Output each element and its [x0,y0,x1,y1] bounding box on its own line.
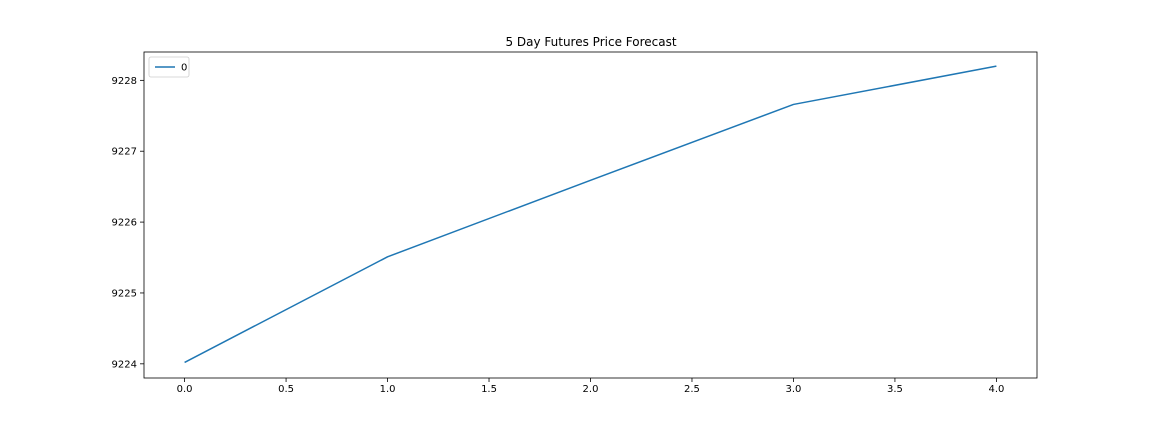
x-axis: 0.0 0.5 1.0 1.5 2.0 2.5 3.0 3.5 4.0 [177,378,1004,395]
y-tick-label: 9228 [112,76,137,87]
x-tick-label: 0.0 [177,384,193,395]
x-tick-label: 2.5 [684,384,700,395]
y-tick-label: 9226 [112,218,137,229]
series-layer [184,65,997,364]
y-tick-label: 9227 [112,147,137,158]
x-tick-label: 3.5 [887,384,903,395]
x-tick-label: 2.0 [583,384,599,395]
x-tick-label: 0.5 [278,384,294,395]
legend-label: 0 [181,63,187,74]
y-tick-label: 9225 [112,288,137,299]
plot-area [143,51,1038,379]
x-tick-label: 1.0 [380,384,396,395]
y-axis: 9224 9225 9226 9227 9228 [112,76,144,370]
x-tick-label: 1.5 [481,384,497,395]
plot-frame [143,51,1038,379]
chart-title: 5 Day Futures Price Forecast [505,35,676,49]
x-tick-label: 3.0 [786,384,802,395]
legend: 0 [148,56,190,78]
y-tick-label: 9224 [112,359,137,370]
x-tick-label: 4.0 [988,384,1004,395]
